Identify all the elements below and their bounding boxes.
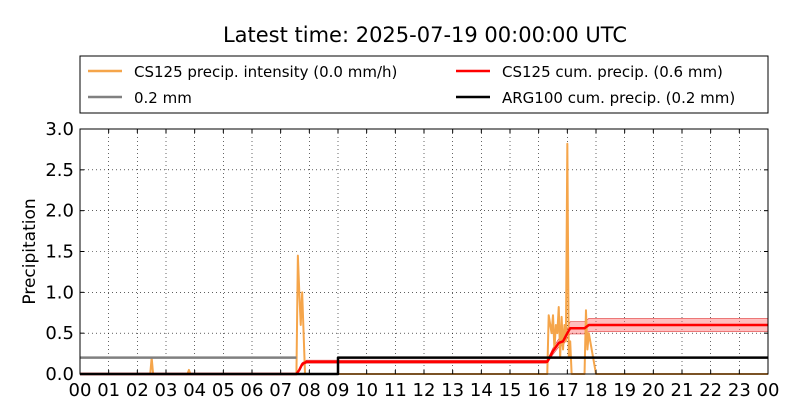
x-tick-label: 07 [269, 380, 292, 401]
grid [80, 129, 768, 374]
x-tick-label: 00 [69, 380, 92, 401]
y-axis-label: Precipitation [20, 198, 40, 304]
x-tick-label: 05 [212, 380, 235, 401]
x-tick-label: 13 [441, 380, 464, 401]
legend-label: ARG100 cum. precip. (0.2 mm) [502, 89, 735, 107]
x-tick-label: 20 [642, 380, 665, 401]
axis-ticks: 00 01 02 03 04 05 06 07 08 09 10 11 12 13 14 15 16 17 18 19… [45, 119, 779, 401]
x-tick-label: 14 [470, 380, 493, 401]
chart-title: Latest time: 2025-07-19 00:00:00 UTC [223, 23, 627, 47]
x-tick-label: 12 [413, 380, 436, 401]
legend-label: CS125 precip. intensity (0.0 mm/h) [134, 63, 397, 81]
x-tick-label: 19 [613, 380, 636, 401]
x-tick-label: 06 [241, 380, 264, 401]
series-cs125-cum-line [80, 323, 768, 376]
x-tick-label: 00 [757, 380, 780, 401]
x-tick-label: 04 [183, 380, 206, 401]
x-tick-label: 01 [97, 380, 120, 401]
x-tick-label: 08 [298, 380, 321, 401]
y-tick-label: 0.5 [45, 323, 74, 344]
x-tick-label: 11 [384, 380, 407, 401]
y-tick-label: 2.5 [45, 160, 74, 181]
y-tick-label: 1.5 [45, 242, 74, 263]
x-tick-label: 23 [728, 380, 751, 401]
x-tick-label: 16 [527, 380, 550, 401]
y-tick-label: 0.0 [45, 364, 74, 385]
x-tick-label: 03 [155, 380, 178, 401]
x-tick-label: 18 [585, 380, 608, 401]
legend-frame [79, 55, 769, 114]
x-tick-label: 09 [327, 380, 350, 401]
x-tick-label: 15 [499, 380, 522, 401]
legend-label: 0.2 mm [134, 89, 192, 107]
legend: CS125 precip. intensity (0.0 mm/h) CS125 … [79, 55, 769, 114]
x-tick-label: 21 [671, 380, 694, 401]
y-tick-label: 1.0 [45, 282, 74, 303]
x-tick-label: 17 [556, 380, 579, 401]
y-tick-label: 2.0 [45, 201, 74, 222]
x-tick-label: 10 [355, 380, 378, 401]
x-tick-label: 02 [126, 380, 149, 401]
y-tick-label: 3.0 [45, 119, 74, 140]
x-tick-label: 22 [699, 380, 722, 401]
legend-label: CS125 cum. precip. (0.6 mm) [502, 63, 723, 81]
